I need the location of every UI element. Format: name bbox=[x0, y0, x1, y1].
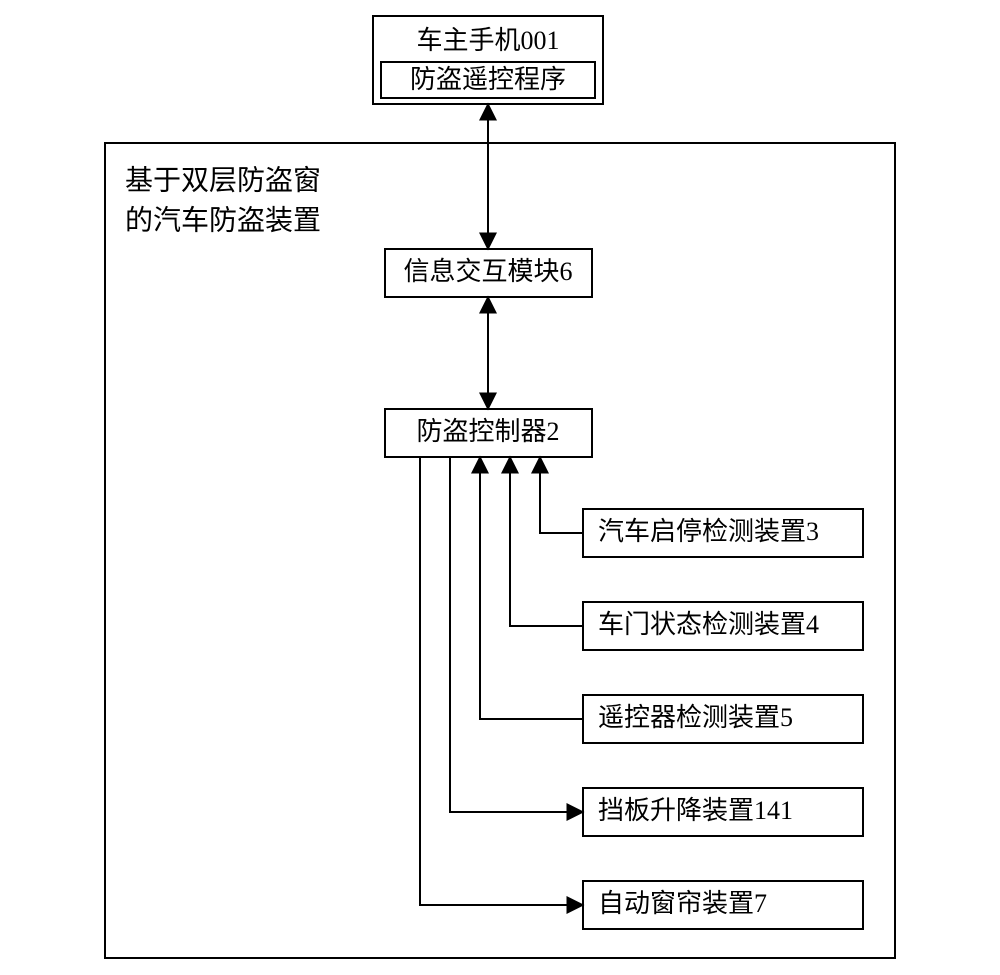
controller-label: 防盗控制器2 bbox=[416, 417, 559, 446]
phone-label: 车主手机001 bbox=[416, 26, 559, 55]
doorstate-label: 车门状态检测装置4 bbox=[598, 610, 819, 639]
title-line2: 的汽车防盗装置 bbox=[125, 204, 321, 236]
diagram-canvas: 基于双层防盗窗 的汽车防盗装置 车主手机001 防盗遥控程序 信息交互模块6 防… bbox=[0, 0, 1000, 975]
startstop-label: 汽车启停检测装置3 bbox=[598, 517, 819, 546]
baffle-label: 挡板升降装置141 bbox=[598, 796, 793, 825]
curtain-label: 自动窗帘装置7 bbox=[598, 889, 767, 918]
interact-label: 信息交互模块6 bbox=[403, 257, 572, 286]
phone-inner-label: 防盗遥控程序 bbox=[410, 65, 566, 94]
title-line1: 基于双层防盗窗 bbox=[125, 164, 321, 196]
remote-label: 遥控器检测装置5 bbox=[598, 703, 793, 732]
